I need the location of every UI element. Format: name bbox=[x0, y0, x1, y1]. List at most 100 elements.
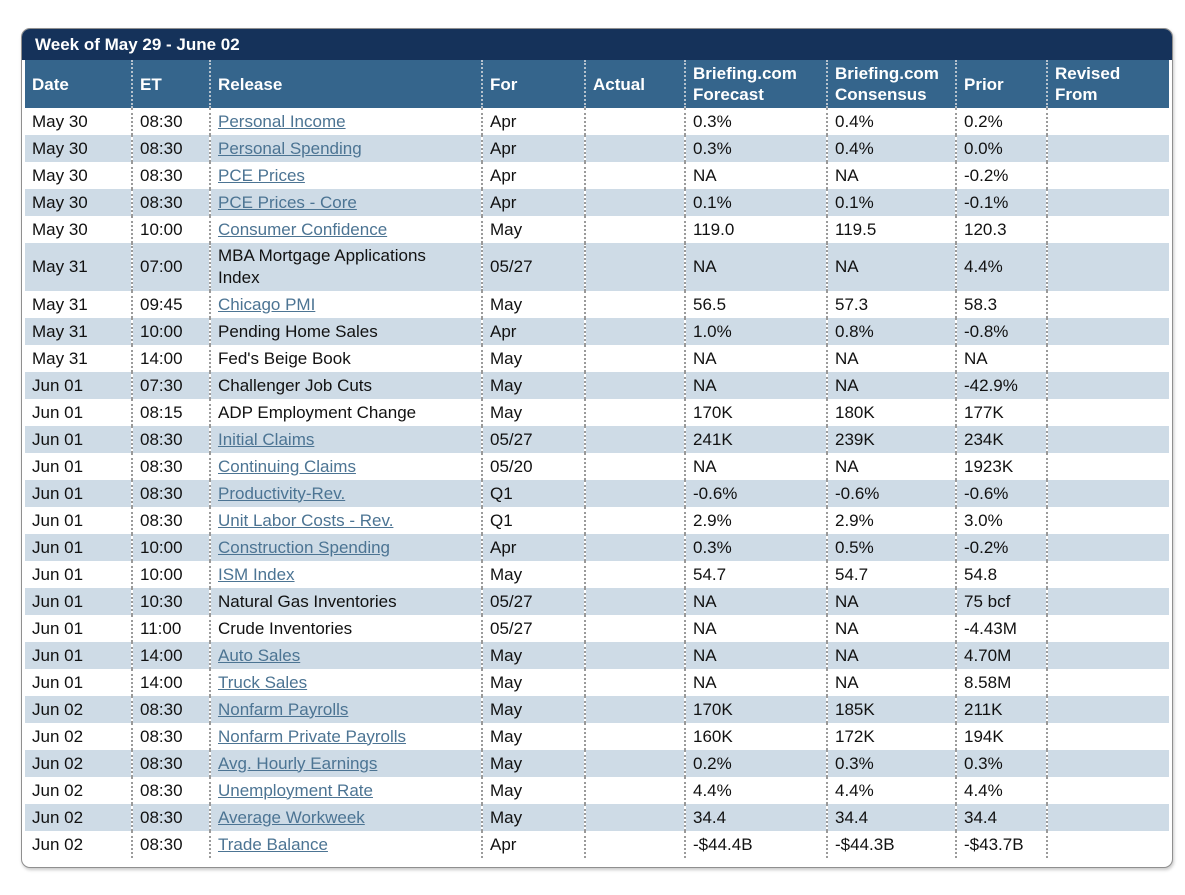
cell-revised bbox=[1047, 108, 1169, 135]
release-link[interactable]: Personal Income bbox=[218, 111, 346, 131]
cell-et: 11:00 bbox=[132, 615, 211, 642]
cell-prior: -0.2% bbox=[956, 534, 1048, 561]
cell-consensus: NA bbox=[827, 372, 957, 399]
cell-revised bbox=[1047, 750, 1169, 777]
cell-consensus: 0.5% bbox=[827, 534, 957, 561]
cell-prior: 0.0% bbox=[956, 135, 1048, 162]
cell-release: Average Workweek bbox=[210, 804, 483, 831]
release-link[interactable]: Continuing Claims bbox=[218, 456, 356, 476]
cell-for: May bbox=[482, 561, 586, 588]
cell-for: Apr bbox=[482, 108, 586, 135]
cell-actual bbox=[585, 669, 686, 696]
cell-forecast: 54.7 bbox=[685, 561, 828, 588]
cell-release: Nonfarm Payrolls bbox=[210, 696, 483, 723]
cell-for: May bbox=[482, 723, 586, 750]
cell-release: PCE Prices bbox=[210, 162, 483, 189]
cell-actual bbox=[585, 399, 686, 426]
cell-prior: NA bbox=[956, 345, 1048, 372]
release-link[interactable]: Productivity-Rev. bbox=[218, 483, 346, 503]
release-link[interactable]: ISM Index bbox=[218, 564, 295, 584]
cell-date: Jun 01 bbox=[25, 642, 133, 669]
cell-date: May 30 bbox=[25, 189, 133, 216]
economic-calendar: Week of May 29 - June 02 Date ET Release… bbox=[21, 28, 1173, 868]
cell-release: Unit Labor Costs - Rev. bbox=[210, 507, 483, 534]
release-link[interactable]: Average Workweek bbox=[218, 807, 365, 827]
cell-release: MBA Mortgage Applications Index bbox=[210, 243, 483, 291]
release-link[interactable]: Avg. Hourly Earnings bbox=[218, 753, 378, 773]
cell-for: Q1 bbox=[482, 507, 586, 534]
cell-actual bbox=[585, 588, 686, 615]
release-link[interactable]: Trade Balance bbox=[218, 834, 328, 854]
cell-et: 08:30 bbox=[132, 453, 211, 480]
release-link[interactable]: Unit Labor Costs - Rev. bbox=[218, 510, 394, 530]
cell-release: Chicago PMI bbox=[210, 291, 483, 318]
cell-prior: 4.4% bbox=[956, 777, 1048, 804]
cell-actual bbox=[585, 696, 686, 723]
release-link[interactable]: Initial Claims bbox=[218, 429, 315, 449]
cell-release: Consumer Confidence bbox=[210, 216, 483, 243]
cell-actual bbox=[585, 453, 686, 480]
release-link[interactable]: Truck Sales bbox=[218, 672, 308, 692]
cell-consensus: 0.1% bbox=[827, 189, 957, 216]
table-row: Jun 02 08:30 Nonfarm Payrolls May 170K 185K 21… bbox=[25, 696, 1169, 723]
release-link[interactable]: Unemployment Rate bbox=[218, 780, 373, 800]
table-row: Jun 01 08:30 Unit Labor Costs - Rev. Q1 2.9%… bbox=[25, 507, 1169, 534]
table-row: Jun 01 07:30 Challenger Job Cuts May NA NA -42… bbox=[25, 372, 1169, 399]
col-header-actual: Actual bbox=[585, 60, 686, 108]
cell-date: May 31 bbox=[25, 291, 133, 318]
cell-date: Jun 02 bbox=[25, 696, 133, 723]
cell-et: 08:30 bbox=[132, 777, 211, 804]
cell-actual bbox=[585, 480, 686, 507]
cell-release: Nonfarm Private Payrolls bbox=[210, 723, 483, 750]
release-text: Fed's Beige Book bbox=[218, 348, 351, 368]
cell-revised bbox=[1047, 318, 1169, 345]
cell-prior: 234K bbox=[956, 426, 1048, 453]
release-text: Challenger Job Cuts bbox=[218, 375, 373, 395]
cell-for: May bbox=[482, 804, 586, 831]
cell-prior: 4.4% bbox=[956, 243, 1048, 291]
cell-et: 10:30 bbox=[132, 588, 211, 615]
release-link[interactable]: Nonfarm Payrolls bbox=[218, 699, 349, 719]
cell-date: Jun 01 bbox=[25, 588, 133, 615]
cell-prior: 0.2% bbox=[956, 108, 1048, 135]
cell-for: May bbox=[482, 696, 586, 723]
release-link[interactable]: Personal Spending bbox=[218, 138, 362, 158]
release-link[interactable]: Nonfarm Private Payrolls bbox=[218, 726, 407, 746]
cell-consensus: 180K bbox=[827, 399, 957, 426]
cell-actual bbox=[585, 162, 686, 189]
cell-release: Crude Inventories bbox=[210, 615, 483, 642]
cell-actual bbox=[585, 135, 686, 162]
table-row: Jun 01 08:15 ADP Employment Change May 170K 1… bbox=[25, 399, 1169, 426]
cell-prior: -0.8% bbox=[956, 318, 1048, 345]
cell-for: Apr bbox=[482, 318, 586, 345]
release-link[interactable]: Construction Spending bbox=[218, 537, 391, 557]
cell-actual bbox=[585, 507, 686, 534]
release-link[interactable]: Auto Sales bbox=[218, 645, 301, 665]
cell-actual bbox=[585, 345, 686, 372]
col-header-release: Release bbox=[210, 60, 483, 108]
table-row: Jun 01 08:30 Continuing Claims 05/20 NA NA 192… bbox=[25, 453, 1169, 480]
col-header-et: ET bbox=[132, 60, 211, 108]
cell-et: 10:00 bbox=[132, 318, 211, 345]
cell-for: May bbox=[482, 750, 586, 777]
cell-release: Pending Home Sales bbox=[210, 318, 483, 345]
cell-release: Initial Claims bbox=[210, 426, 483, 453]
col-header-for: For bbox=[482, 60, 586, 108]
release-link[interactable]: PCE Prices - Core bbox=[218, 192, 357, 212]
cell-forecast: NA bbox=[685, 162, 828, 189]
cell-release: Continuing Claims bbox=[210, 453, 483, 480]
release-link[interactable]: Consumer Confidence bbox=[218, 219, 388, 239]
cell-et: 08:30 bbox=[132, 135, 211, 162]
table-row: Jun 01 10:00 Construction Spending Apr 0.3% 0… bbox=[25, 534, 1169, 561]
release-link[interactable]: PCE Prices bbox=[218, 165, 305, 185]
cell-et: 14:00 bbox=[132, 669, 211, 696]
cell-consensus: NA bbox=[827, 669, 957, 696]
release-link[interactable]: Chicago PMI bbox=[218, 294, 316, 314]
cell-forecast: 56.5 bbox=[685, 291, 828, 318]
cell-for: Q1 bbox=[482, 480, 586, 507]
cell-prior: 0.3% bbox=[956, 750, 1048, 777]
cell-forecast: 2.9% bbox=[685, 507, 828, 534]
cell-revised bbox=[1047, 723, 1169, 750]
cell-for: 05/27 bbox=[482, 243, 586, 291]
cell-date: Jun 01 bbox=[25, 453, 133, 480]
